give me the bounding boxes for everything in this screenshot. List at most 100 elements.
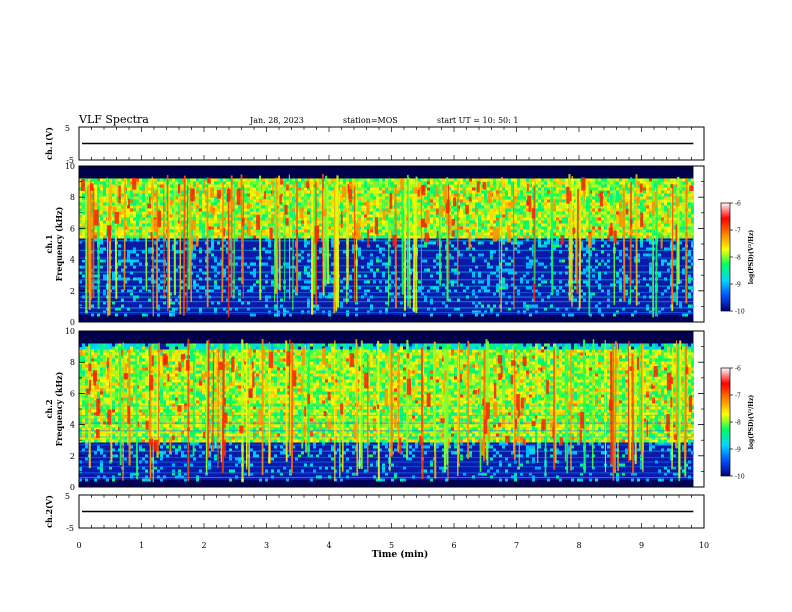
spectrogram-cell [127, 223, 130, 227]
spectrogram-cell [520, 187, 523, 191]
spectrogram-cell [139, 220, 142, 224]
spectrogram-cell [280, 205, 283, 209]
spectrogram-cell [397, 205, 400, 209]
spectrogram-cell [187, 202, 190, 206]
spectrogram-cell [238, 226, 241, 230]
spectrogram-cell [466, 196, 469, 200]
spectrogram-cell [220, 262, 223, 266]
spectrogram-cell [133, 193, 136, 197]
spectrogram-cell [589, 223, 592, 227]
spectrogram-cell [118, 208, 121, 212]
spectrogram-cell [409, 205, 412, 209]
spectrogram-cell [262, 232, 265, 236]
spectrogram-cell [508, 178, 511, 182]
spectrogram-cell [346, 178, 349, 182]
spectrogram-cell [346, 292, 349, 296]
spectrogram-cell [190, 184, 193, 188]
spectrogram-cell [142, 235, 145, 239]
spectrogram-cell [487, 304, 490, 308]
spectrogram-cell [448, 289, 451, 293]
spectrogram-cell [595, 199, 598, 203]
spectrogram-cell [469, 268, 472, 272]
spectrogram-cell [637, 280, 640, 284]
spectrogram-cell [376, 196, 379, 200]
spectrogram-cell [193, 238, 196, 242]
spectrogram-cell [100, 232, 103, 236]
spectrogram-cell [244, 190, 247, 194]
spectrogram-cell [247, 289, 250, 293]
spectrogram-cell [616, 208, 619, 212]
spectrogram-cell [193, 184, 196, 188]
spectrogram-cell [628, 211, 631, 215]
spectrogram-cell [502, 184, 505, 188]
spectrogram-cell [319, 217, 322, 221]
spectrogram-cell [100, 247, 103, 251]
spectrogram-cell [490, 310, 493, 314]
spectrogram-cell [361, 226, 364, 230]
spectrogram-cell [523, 199, 526, 203]
spectrogram-cell [448, 184, 451, 188]
spectrogram-cell [226, 208, 229, 212]
spectrogram-cell [172, 229, 175, 233]
spectrogram-cell [517, 184, 520, 188]
spectrogram-cell [535, 187, 538, 191]
spectrogram-cell [190, 217, 193, 221]
spectrogram-cell [211, 238, 214, 242]
spectrogram-cell [370, 193, 373, 197]
spectrogram-cell [172, 310, 175, 314]
spectrogram-cell [373, 274, 376, 278]
spectrogram-cell [490, 220, 493, 224]
spectrogram-cell [595, 184, 598, 188]
spectrogram-cell [532, 220, 535, 224]
spectrogram-cell [436, 280, 439, 284]
spectrogram-cell [562, 190, 565, 194]
spectrogram-cell [130, 250, 133, 254]
spectrogram-cell [634, 232, 637, 236]
spectrogram-cell [268, 190, 271, 194]
spectrogram-cell [295, 178, 298, 182]
spectrogram-cell [559, 229, 562, 233]
spectrogram-cell [496, 268, 499, 272]
spectrogram-cell [412, 184, 415, 188]
spectrogram-cell [118, 232, 121, 236]
spectrogram-cell [628, 181, 631, 185]
spectrogram-cell [178, 265, 181, 269]
spectrogram-cell [628, 187, 631, 191]
spectrogram-cell [169, 292, 172, 296]
spectrogram-cell [130, 271, 133, 275]
spectrogram-cell [298, 202, 301, 206]
spectrogram-cell [454, 220, 457, 224]
spectrogram-cell [529, 265, 532, 269]
spectrogram-cell [637, 226, 640, 230]
spectrogram-cell [130, 232, 133, 236]
spectrogram-cell [640, 205, 643, 209]
spectrogram-cell [580, 223, 583, 227]
spectrogram-cell [142, 211, 145, 215]
spectrogram-cell [97, 313, 100, 317]
spectrogram-cell [268, 187, 271, 191]
spectrogram-cell [598, 208, 601, 212]
spectrogram-cell [490, 307, 493, 311]
spectrogram-cell [103, 223, 106, 227]
spectrogram-cell [121, 220, 124, 224]
spectrogram-cell [349, 181, 352, 185]
spectrogram-cell [601, 226, 604, 230]
spectrogram-cell [472, 214, 475, 218]
spectrogram-cell [601, 205, 604, 209]
spectrogram-cell [262, 199, 265, 203]
spectrogram-cell [412, 199, 415, 203]
spectrogram-cell [418, 199, 421, 203]
spectrogram-cell [619, 286, 622, 290]
spectrogram-cell [184, 235, 187, 239]
spectrogram-cell [442, 232, 445, 236]
spectrogram-cell [205, 232, 208, 236]
spectrogram-cell [226, 226, 229, 230]
spectrogram-cell [139, 304, 142, 308]
spectrogram-cell [592, 205, 595, 209]
spectrogram-cell [637, 184, 640, 188]
spectrogram-cell [157, 307, 160, 311]
spectrogram-cell [373, 220, 376, 224]
spectrogram-cell [157, 232, 160, 236]
